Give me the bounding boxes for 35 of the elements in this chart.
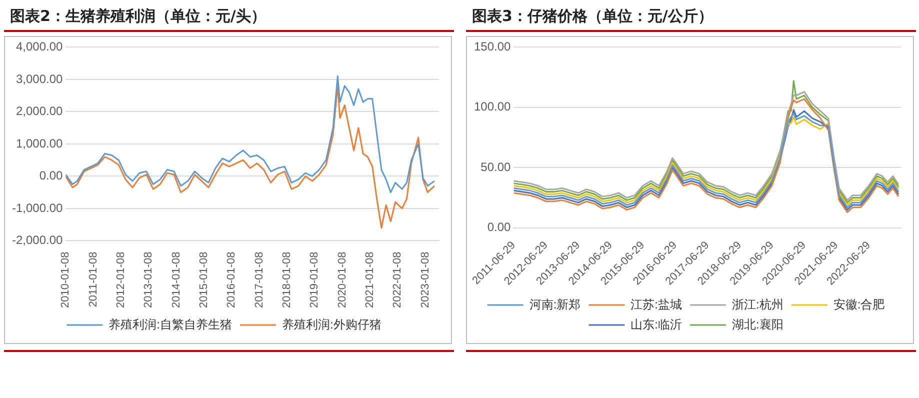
legend-label: 山东:临沂 [630,317,682,332]
chart-title: 图表2：生猪养殖利润（单位：元/头） [4,0,454,32]
x-tick-label: 2010-01-08 [60,252,72,308]
x-tick-label: 2012-01-08 [115,252,128,308]
y-tick-label: 100.00 [474,100,512,114]
legend-label: 养殖利润:自繁自养生猪 [108,317,232,332]
x-tick-label: 2020-01-08 [336,252,348,308]
y-tick-label: 50.00 [480,160,512,174]
x-tick-label: 2021-01-08 [364,252,376,308]
chart-title: 图表3：仔猪价格（单位：元/公斤） [466,0,916,32]
x-tick-label: 2018-01-08 [281,252,294,308]
y-tick-label: 150.00 [474,40,512,54]
x-tick-label: 2022-01-08 [392,252,404,308]
y-tick-label: 3,000.00 [16,72,64,86]
legend-label: 养殖利润:外购仔猪 [282,317,382,332]
legend-label: 江苏:盐城 [630,297,682,312]
x-tick-label: 2023-01-08 [419,252,432,308]
legend-label: 河南:新郑 [529,297,581,312]
x-tick-label: 2015-01-08 [198,252,210,308]
y-tick-label: 0.00 [39,168,64,183]
legend-label: 浙江:杭州 [732,297,784,312]
y-tick-label: -2,000.00 [12,233,64,248]
x-tick-label: 2016-01-08 [226,252,238,308]
y-tick-label: 4,000.00 [16,40,64,54]
x-tick-label: 2014-01-08 [170,252,182,308]
y-tick-label: 2,000.00 [16,104,64,118]
y-tick-label: 1,000.00 [16,136,64,150]
x-tick-label: 2017-01-08 [253,252,266,308]
y-tick-label: 0.00 [487,220,512,234]
x-tick-label: 2011-01-08 [87,252,100,308]
y-tick-label: -1,000.00 [12,200,64,215]
legend-label: 湖北:襄阳 [732,317,784,332]
x-tick-label: 2013-01-08 [142,252,155,308]
x-tick-label: 2019-01-08 [308,252,321,308]
legend-label: 安徽:合肥 [833,297,885,312]
